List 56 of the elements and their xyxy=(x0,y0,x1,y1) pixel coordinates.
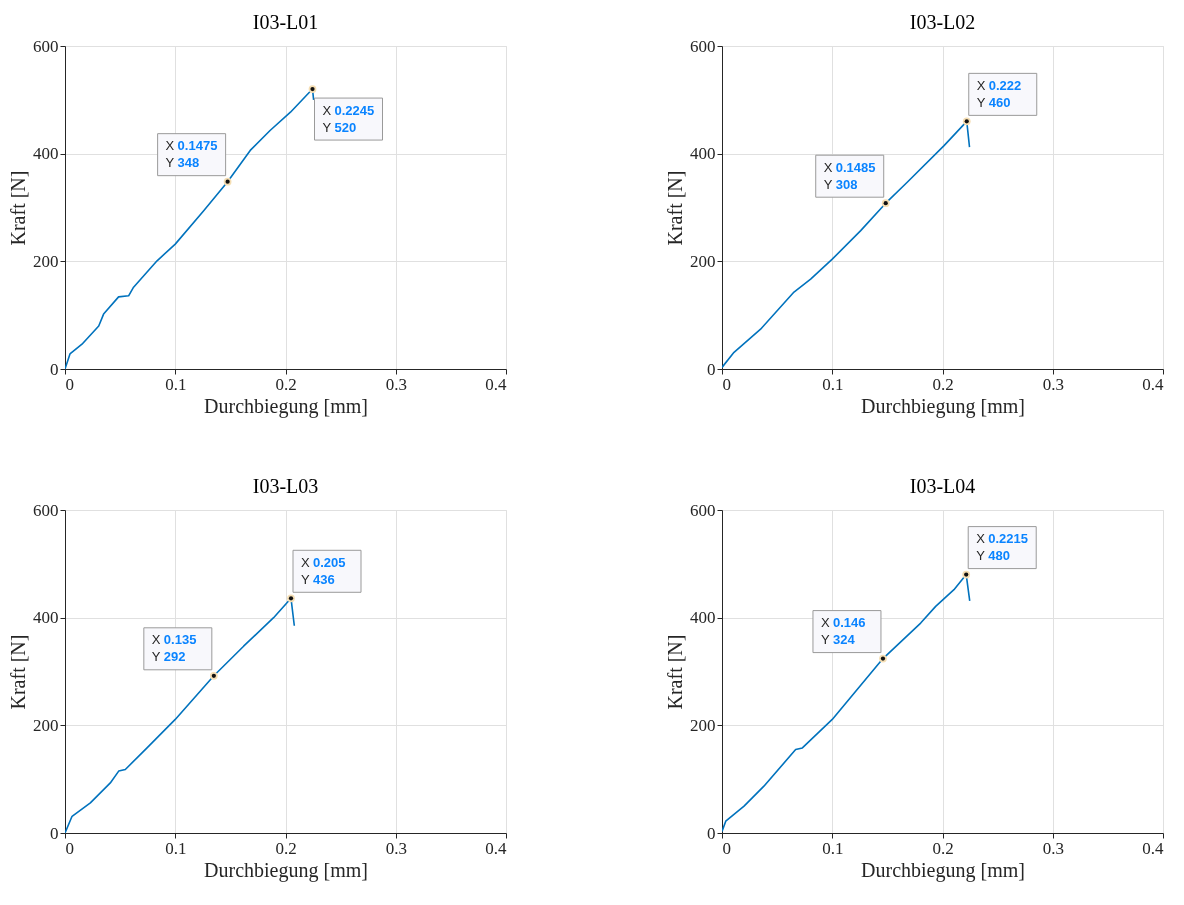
y-tick-label: 600 xyxy=(33,500,59,520)
y-tick-label: 400 xyxy=(33,144,59,164)
y-axis-title: Kraft [N] xyxy=(7,634,29,710)
chart-title: I03-L02 xyxy=(909,11,976,33)
x-tick-label: 0.4 xyxy=(485,374,507,394)
x-tick-label: 0.4 xyxy=(485,838,507,858)
y-axis-title: Kraft [N] xyxy=(7,170,29,246)
x-tick-label: 0 xyxy=(722,374,731,394)
x-tick-label: 0.3 xyxy=(385,374,407,394)
y-tick-label: 200 xyxy=(690,251,716,271)
y-tick-label: 600 xyxy=(33,36,59,56)
x-tick-label: 0.1 xyxy=(165,374,187,394)
y-tick-label: 400 xyxy=(690,608,716,628)
annotation: X 0.2245 Y 520 xyxy=(322,102,375,135)
annotation: X 0.1475 Y 348 xyxy=(165,138,218,171)
annotation: X 0.146 Y 324 xyxy=(820,615,866,648)
annotation: X 0.135 Y 292 xyxy=(151,632,197,665)
y-tick-label: 0 xyxy=(50,359,59,379)
annotation: X 0.2215 Y 480 xyxy=(976,531,1028,564)
x-tick-label: 0.2 xyxy=(275,374,297,394)
y-tick-label: 200 xyxy=(33,251,59,271)
y-axis-title: Kraft [N] xyxy=(664,170,686,246)
x-tick-label: 0 xyxy=(65,838,74,858)
x-axis-title: Durchbiegung [mm] xyxy=(204,858,368,882)
y-tick-label: 0 xyxy=(50,823,59,843)
x-tick-label: 0 xyxy=(65,374,74,394)
x-axis-title: Durchbiegung [mm] xyxy=(861,858,1025,882)
y-tick-label: 200 xyxy=(690,715,716,735)
x-tick-label: 0.4 xyxy=(1142,838,1164,858)
x-tick-label: 0.1 xyxy=(822,374,844,394)
x-tick-label: 0 xyxy=(722,838,731,858)
x-tick-label: 0.3 xyxy=(1042,838,1064,858)
x-tick-label: 0.2 xyxy=(932,838,954,858)
y-tick-label: 400 xyxy=(690,144,716,164)
annotation: X 0.222 Y 460 xyxy=(976,77,1022,110)
x-axis-title: Durchbiegung [mm] xyxy=(204,394,368,418)
x-tick-label: 0.1 xyxy=(822,838,844,858)
y-tick-label: 0 xyxy=(707,359,716,379)
y-axis-title: Kraft [N] xyxy=(664,634,686,710)
y-tick-label: 200 xyxy=(33,715,59,735)
x-tick-label: 0.3 xyxy=(385,838,407,858)
x-tick-label: 0.4 xyxy=(1142,374,1164,394)
annotation: X 0.205 Y 436 xyxy=(301,554,346,587)
chart-title: I03-L04 xyxy=(909,475,976,497)
x-axis-title: Durchbiegung [mm] xyxy=(861,394,1025,418)
x-tick-label: 0.1 xyxy=(165,838,187,858)
y-tick-label: 600 xyxy=(690,500,716,520)
chart-title: I03-L01 xyxy=(252,11,319,33)
chart-title: I03-L03 xyxy=(252,475,319,497)
annotation: X 0.1485 Y 308 xyxy=(823,159,876,192)
y-tick-label: 0 xyxy=(707,823,716,843)
x-tick-label: 0.3 xyxy=(1042,374,1064,394)
y-tick-label: 400 xyxy=(33,608,59,628)
x-tick-label: 0.2 xyxy=(275,838,297,858)
x-tick-label: 0.2 xyxy=(932,374,954,394)
y-tick-label: 600 xyxy=(690,36,716,56)
